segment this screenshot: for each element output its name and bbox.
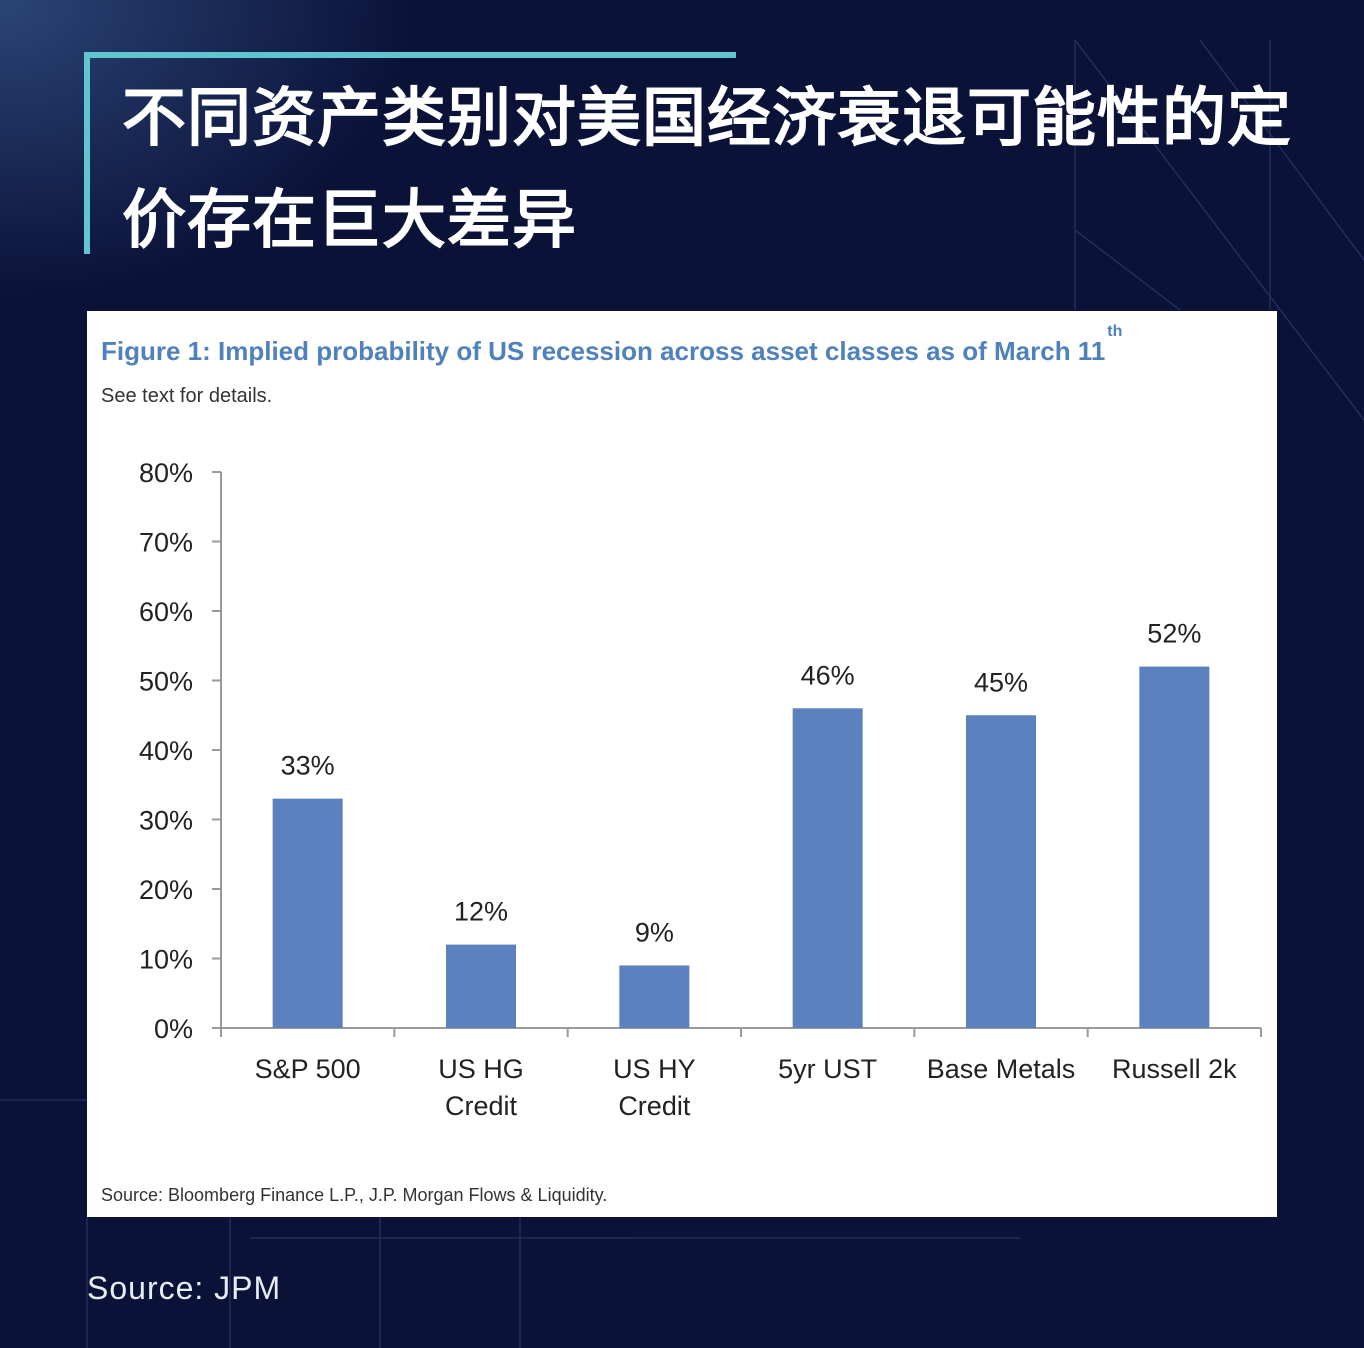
bar: [792, 708, 863, 1028]
y-tick-label: 40%: [139, 736, 193, 766]
y-tick-label: 20%: [139, 875, 193, 905]
data-label: 45%: [974, 667, 1028, 697]
figure-title: Figure 1: Implied probability of US rece…: [101, 323, 1122, 367]
figure-source: Source: Bloomberg Finance L.P., J.P. Mor…: [101, 1185, 608, 1205]
figure-title-text: Figure 1: Implied probability of US rece…: [101, 336, 1106, 366]
category-label: Base Metals: [927, 1054, 1076, 1084]
category-label: Russell 2k: [1112, 1054, 1237, 1084]
bar: [1139, 666, 1210, 1028]
y-tick-label: 10%: [139, 945, 193, 975]
y-tick-label: 50%: [139, 667, 193, 697]
page-source: Source: JPM: [87, 1270, 282, 1306]
bar: [446, 944, 516, 1028]
y-tick-label: 70%: [139, 528, 193, 558]
bar-chart: 0% 10% 20% 30% 40% 50% 60% 70% 80% 33% S&P 500 12% U…: [139, 458, 1262, 1121]
data-label: 52%: [1147, 619, 1201, 649]
title-accent-top: [84, 52, 736, 58]
category-label: S&P 500: [255, 1054, 361, 1084]
category-label: 5yr UST: [778, 1054, 877, 1084]
data-label: 46%: [801, 660, 855, 690]
bar: [272, 798, 343, 1028]
category-label: US HG: [438, 1054, 524, 1084]
category-label: Credit: [445, 1091, 518, 1121]
y-tick-label: 60%: [139, 597, 193, 627]
figure-subtitle: See text for details.: [101, 385, 273, 407]
category-label: Credit: [618, 1091, 691, 1121]
background-glow: [0, 0, 420, 300]
data-label: 12%: [454, 897, 508, 927]
title-accent-left: [84, 52, 90, 254]
y-tick-label: 30%: [139, 806, 193, 836]
figure-card: Figure 1: Implied probability of US rece…: [87, 311, 1277, 1217]
page-title: 不同资产类别对美国经济衰退可能性的定价存在巨大差异: [122, 82, 1292, 258]
y-tick-label: 0%: [154, 1014, 193, 1044]
data-label: 33%: [281, 751, 335, 781]
data-label: 9%: [635, 917, 674, 947]
y-tick-label: 80%: [139, 458, 193, 488]
bar: [966, 715, 1036, 1028]
bar: [619, 965, 690, 1028]
figure-title-suffix: th: [1107, 323, 1123, 340]
category-label: US HY: [613, 1054, 696, 1084]
